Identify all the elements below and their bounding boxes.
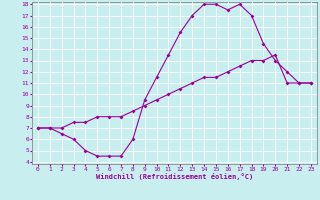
X-axis label: Windchill (Refroidissement éolien,°C): Windchill (Refroidissement éolien,°C) <box>96 173 253 180</box>
